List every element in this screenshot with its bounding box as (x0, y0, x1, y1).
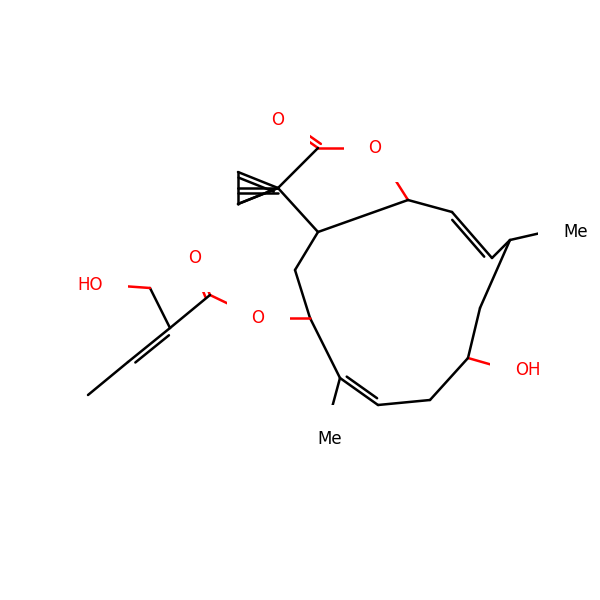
Text: O: O (271, 111, 284, 129)
Text: Me: Me (563, 223, 587, 241)
Text: O: O (188, 249, 202, 267)
Text: O: O (368, 139, 382, 157)
Text: O: O (251, 309, 265, 327)
Text: OH: OH (515, 361, 541, 379)
Text: Me: Me (317, 430, 343, 448)
Text: HO: HO (77, 276, 103, 294)
